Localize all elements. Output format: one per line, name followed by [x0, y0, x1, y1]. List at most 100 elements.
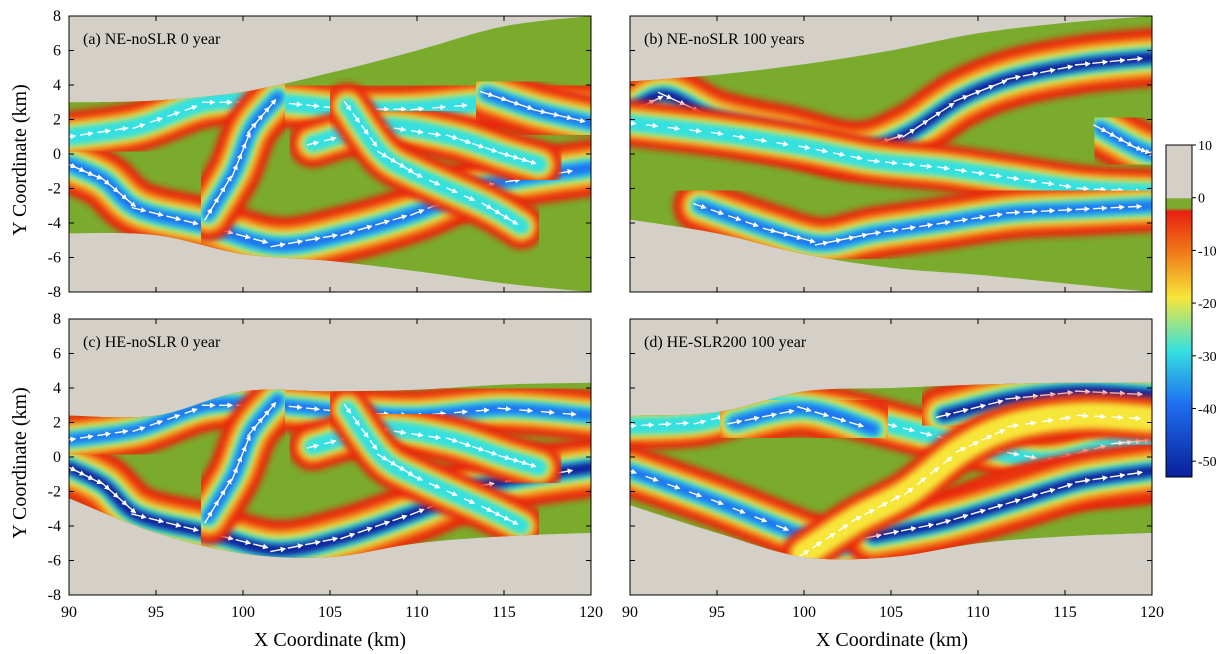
velocity-vector: [693, 202, 707, 210]
velocity-vector: [114, 125, 129, 132]
y-tick-label: 6: [53, 43, 61, 60]
velocity-vector: [754, 516, 768, 523]
velocity-vector: [812, 541, 823, 549]
velocity-vector: [210, 499, 219, 513]
velocity-vector: [1127, 470, 1143, 476]
velocity-vector: [883, 529, 900, 536]
velocity-vector: [1024, 454, 1038, 461]
velocity-vector: [840, 235, 855, 241]
velocity-vector: [204, 207, 213, 221]
channels: [630, 28, 1152, 271]
velocity-vector: [1059, 415, 1072, 421]
velocity-vector: [814, 240, 829, 247]
velocity-vector: [498, 514, 510, 521]
velocity-vector: [1022, 393, 1039, 400]
velocity-vector: [79, 434, 94, 440]
velocity-vector: [505, 99, 521, 106]
velocity-vector: [1093, 205, 1108, 212]
y-tick-label: 2: [53, 112, 61, 129]
velocity-vector: [936, 219, 951, 226]
velocity-vector: [376, 453, 388, 461]
velocity-vector: [1127, 56, 1144, 62]
velocity-vector: [1040, 208, 1056, 214]
velocity-vector: [376, 150, 388, 158]
velocity-vector: [667, 483, 681, 490]
velocity-vector: [239, 445, 247, 460]
y-tick-label: 0: [53, 146, 61, 163]
velocity-vector: [1040, 391, 1057, 398]
velocity-vector: [1127, 391, 1144, 397]
panel-d-plot: [630, 319, 1152, 595]
panels-group: (a) NE-noSLR 0 year -8 -6 -4 -2 0 2 4 6 8 (b) NE-n…: [48, 8, 1164, 621]
velocity-vector: [1092, 389, 1109, 396]
velocity-vector: [252, 543, 269, 550]
velocity-vector: [968, 441, 980, 448]
velocity-vector: [410, 209, 425, 216]
velocity-vector: [428, 131, 442, 138]
velocity-vector: [524, 462, 537, 468]
velocity-vector: [239, 142, 247, 157]
velocity-vector: [392, 214, 408, 221]
velocity-vector: [411, 171, 424, 178]
velocity-vector: [630, 467, 637, 475]
velocity-vector: [217, 489, 226, 503]
velocity-vector: [471, 142, 485, 149]
panel-c-title: (c) HE-noSLR 0 year: [83, 334, 221, 351]
velocity-vector: [352, 112, 360, 124]
velocity-vector: [235, 456, 243, 471]
velocity-vector: [901, 128, 916, 138]
velocity-vector: [676, 420, 690, 427]
velocity-vector: [374, 520, 391, 528]
velocity-vector: [485, 147, 498, 153]
panel-a-plot: [69, 16, 591, 292]
velocity-vector: [761, 412, 778, 418]
velocity-vector: [393, 126, 407, 132]
velocity-vector: [305, 539, 321, 546]
velocity-vector: [343, 100, 352, 112]
velocity-vector: [445, 134, 459, 140]
x-tick-label: 105: [318, 604, 342, 621]
velocity-vector: [1127, 203, 1143, 210]
velocity-vector: [270, 242, 286, 248]
velocity-vector: [167, 111, 181, 118]
panel-b: (b) NE-noSLR 100 years: [629, 15, 1153, 293]
velocity-vector: [1007, 423, 1020, 429]
y-tick-label: -4: [48, 518, 61, 535]
velocity-vector: [885, 159, 898, 166]
velocity-vector: [148, 211, 164, 217]
velocity-vector: [901, 225, 916, 231]
velocity-vector: [1057, 390, 1074, 396]
velocity-vector: [481, 505, 493, 512]
velocity-vector: [710, 498, 724, 506]
velocity-vector: [544, 111, 560, 118]
velocity-vector: [385, 155, 397, 163]
velocity-vector: [409, 508, 425, 516]
velocity-vector: [693, 419, 707, 425]
velocity-vector: [942, 456, 953, 465]
velocity-vector: [1075, 206, 1091, 212]
velocity-vector: [1022, 71, 1039, 77]
velocity-vector: [744, 415, 760, 422]
velocity-vector: [393, 429, 407, 435]
x-tick-label: 110: [966, 604, 989, 621]
velocity-vector: [235, 153, 243, 168]
velocity-vector: [1111, 414, 1124, 421]
y-tick-label: 0: [53, 449, 61, 466]
velocity-vector: [754, 137, 768, 144]
panel-d: (d) HE-SLR200 100 year 90 95 100 105 110 115 12…: [622, 318, 1164, 621]
velocity-vector: [266, 98, 277, 111]
y-tick-label: -4: [48, 215, 61, 232]
velocity-vector: [801, 237, 816, 244]
x-tick-label: 120: [1140, 604, 1164, 621]
velocity-vector: [994, 429, 1006, 435]
colorbar-tick-label: 0: [1198, 192, 1205, 207]
velocity-vector: [519, 407, 534, 414]
x-tick-label: 120: [579, 604, 603, 621]
velocity-vector: [458, 138, 472, 145]
y-tick-label: -2: [48, 181, 61, 198]
velocity-vector: [485, 450, 498, 456]
velocity-vector: [887, 134, 904, 141]
velocity-vector: [649, 95, 664, 104]
velocity-vector: [838, 524, 849, 532]
velocity-vector: [403, 165, 415, 174]
